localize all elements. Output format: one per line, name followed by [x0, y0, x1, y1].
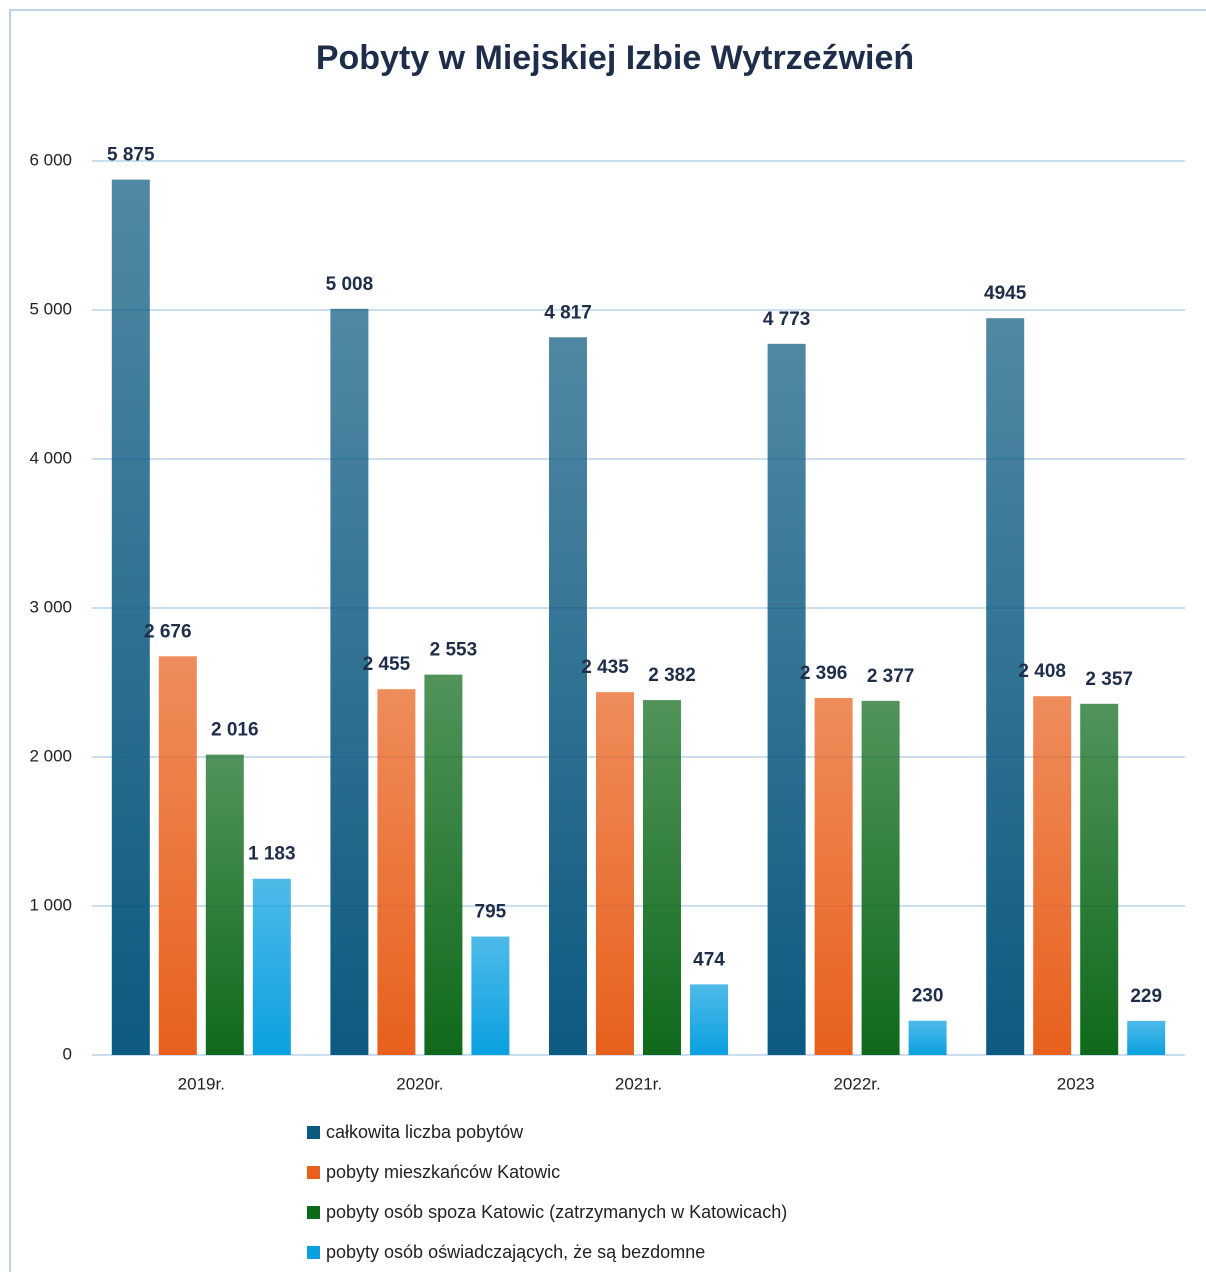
bar — [861, 700, 900, 1055]
data-label: 2 357 — [1085, 669, 1133, 690]
bar — [908, 1020, 947, 1055]
data-label: 230 — [912, 986, 944, 1007]
legend-label: pobyty osób oświadczających, że są bezdo… — [326, 1242, 705, 1262]
data-label: 229 — [1130, 986, 1162, 1007]
x-tick-label: 2023 — [1057, 1074, 1095, 1093]
legend-swatch — [307, 1206, 320, 1219]
data-label: 2 377 — [867, 666, 915, 687]
x-tick-label: 2019r. — [178, 1074, 225, 1093]
data-label: 2 396 — [800, 663, 848, 684]
data-label: 4 773 — [763, 309, 811, 330]
y-tick-label: 1 000 — [29, 895, 72, 914]
data-label: 5 875 — [107, 145, 155, 166]
bar — [424, 674, 463, 1055]
data-label: 2 435 — [581, 657, 629, 678]
bar — [767, 343, 806, 1055]
bar — [690, 984, 728, 1055]
y-tick-label: 2 000 — [29, 746, 72, 765]
legend-swatch — [307, 1246, 320, 1259]
legend-swatch — [307, 1126, 320, 1139]
data-label: 1 183 — [248, 844, 296, 865]
bar — [986, 318, 1025, 1055]
frame — [9, 9, 1206, 1272]
x-tick-label: 2022r. — [833, 1074, 880, 1093]
bar — [252, 878, 291, 1055]
bar — [1127, 1020, 1166, 1055]
bar — [1033, 696, 1072, 1055]
x-tick-label: 2021r. — [615, 1074, 662, 1093]
y-tick-label: 6 000 — [29, 150, 72, 169]
legend-label: całkowita liczba pobytów — [326, 1122, 524, 1142]
data-label: 4 817 — [544, 302, 592, 323]
legend-label: pobyty mieszkańców Katowic — [326, 1162, 560, 1182]
bar — [158, 656, 197, 1055]
y-tick-label: 4 000 — [29, 448, 72, 467]
legend-label: pobyty osób spoza Katowic (zatrzymanych … — [326, 1202, 787, 1222]
bar — [643, 700, 681, 1055]
y-tick-label: 0 — [63, 1044, 72, 1063]
data-label: 2 553 — [430, 640, 478, 661]
legend-swatch — [307, 1166, 320, 1179]
data-label: 4945 — [984, 283, 1027, 304]
data-label: 5 008 — [326, 274, 374, 295]
data-label: 2 016 — [211, 720, 259, 741]
bar — [330, 308, 369, 1056]
data-label: 2 382 — [648, 665, 696, 686]
bar — [549, 337, 587, 1056]
y-tick-label: 3 000 — [29, 597, 72, 616]
chart-title: Pobyty w Miejskiej Izbie Wytrzeźwień — [316, 39, 914, 77]
bar — [1080, 703, 1119, 1055]
bar — [596, 692, 634, 1055]
data-label: 2 676 — [144, 621, 192, 642]
bar — [205, 754, 244, 1055]
data-label: 2 455 — [363, 654, 411, 675]
bar — [377, 689, 416, 1055]
bar — [814, 697, 853, 1055]
data-label: 474 — [693, 949, 725, 970]
data-label: 2 408 — [1018, 661, 1066, 682]
bar — [111, 179, 150, 1055]
data-label: 795 — [475, 902, 507, 923]
bar — [471, 936, 510, 1055]
y-tick-label: 5 000 — [29, 299, 72, 318]
x-tick-label: 2020r. — [396, 1074, 443, 1093]
